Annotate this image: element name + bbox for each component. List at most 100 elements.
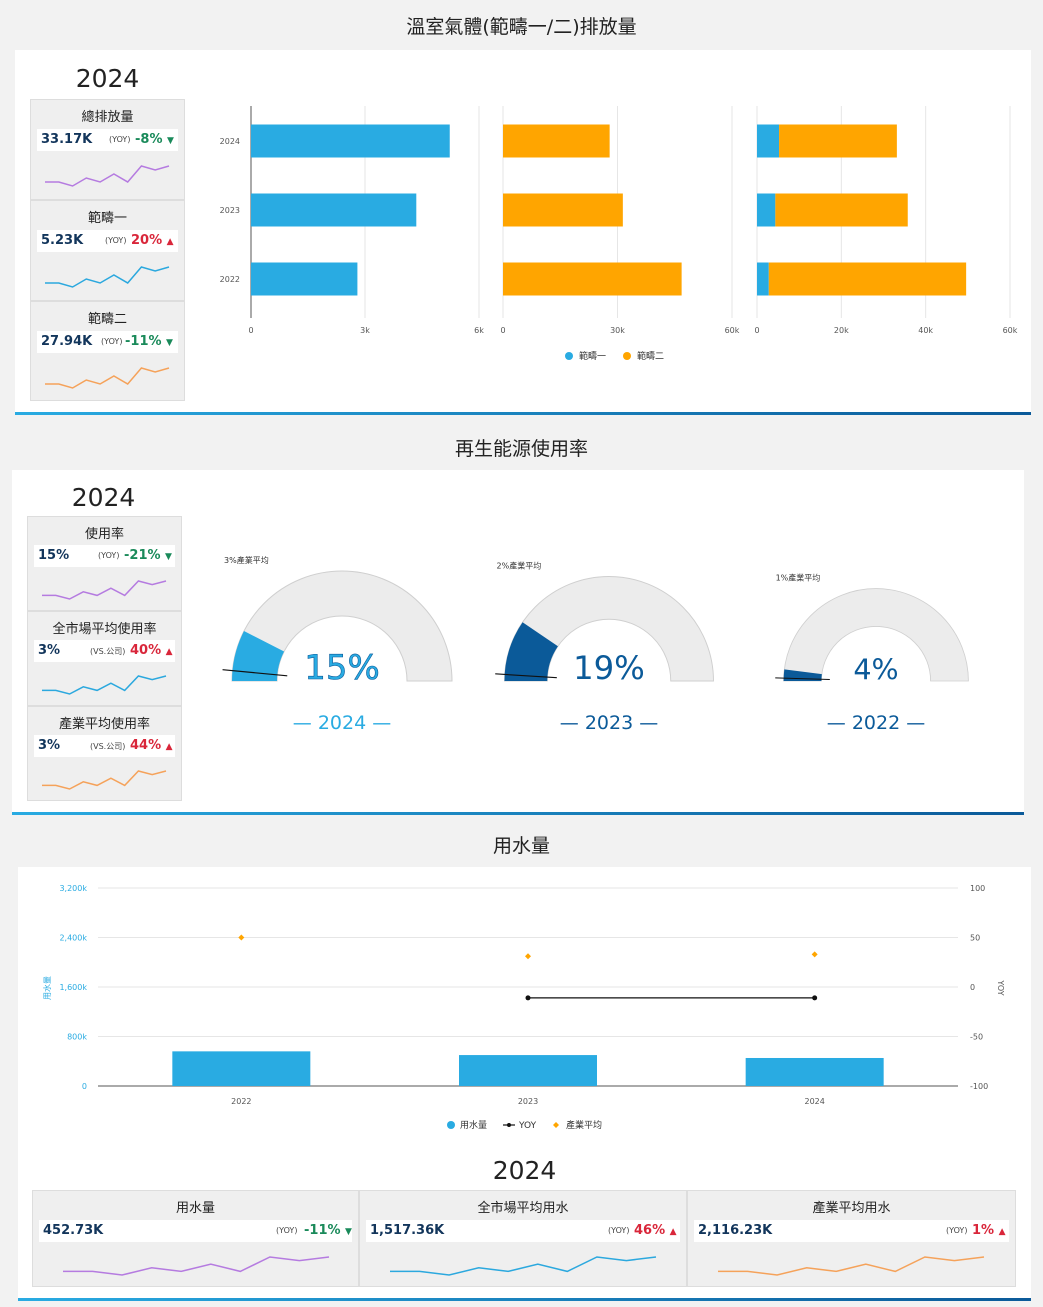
- arrow-up-icon: ▲: [166, 237, 174, 247]
- gauge-reference-label: 2%產業平均: [497, 561, 542, 571]
- renew-year: 2024: [71, 483, 136, 512]
- kpi-label: 全市場平均使用率: [52, 622, 157, 637]
- kpi-card-market-average-water: 全市場平均用水 1,517.36K (YOY) 46% ▲: [359, 1190, 687, 1287]
- kpi-card-scope2: 範疇二 27.94K (YOY) -11% ▼: [30, 301, 185, 401]
- kpi-change: 46% ▲: [634, 1223, 677, 1238]
- gauge-value-label: 19%: [573, 649, 645, 687]
- kpi-card-industry-average-water: 產業平均用水 2,116.23K (YOY) 1% ▲: [687, 1190, 1016, 1287]
- yoy-point: [525, 995, 531, 1001]
- legend-swatch-industry-average: [553, 1122, 559, 1128]
- gauge-2024: 15%: [222, 570, 453, 688]
- industry-average-point: [811, 951, 818, 958]
- y2-tick-label: 50: [970, 934, 980, 943]
- kpi-value: 2,116.23K: [698, 1223, 773, 1238]
- industry-average-point: [238, 934, 245, 941]
- kpi-card-usage-rate: 使用率 15% (YOY) -21% ▼: [27, 516, 182, 611]
- sparkline-path: [63, 1256, 330, 1276]
- sparkline-path: [718, 1256, 985, 1276]
- kpi-label: 用水量: [175, 1201, 215, 1216]
- water-combo-chart: 0 800k 1,600k 2,400k 3,200k -100 -50 0 50 100 20…: [42, 884, 1005, 1131]
- kpi-card-water-usage: 用水量 452.73K (YOY) -11% ▼: [32, 1190, 359, 1287]
- arrow-up-icon: ▲: [165, 742, 173, 752]
- renew-section-title: 再生能源使用率: [454, 438, 588, 460]
- kpi-compare-tag: (YOY): [98, 551, 120, 560]
- kpi-compare-tag: (VS.公司): [90, 742, 126, 751]
- kpi-change: -11% ▼: [125, 334, 173, 349]
- kpi-value: 33.17K: [41, 132, 93, 147]
- kpi-label: 使用率: [84, 527, 124, 542]
- kpi-change-value: -11%: [125, 334, 162, 349]
- kpi-change-value: 20%: [131, 233, 163, 248]
- y-tick-label: 800k: [67, 1033, 87, 1042]
- kpi-label: 全市場平均用水: [477, 1201, 569, 1216]
- bar-2022-範疇一: [251, 262, 358, 296]
- bar-2023-範疇一: [757, 193, 776, 227]
- legend-label-scope2: 範疇二: [637, 350, 664, 362]
- gauge-reference-marker: [222, 669, 288, 677]
- kpi-change: -8% ▼: [135, 132, 174, 147]
- arrow-down-icon: ▼: [165, 552, 172, 562]
- kpi-compare-tag: (YOY): [105, 236, 127, 245]
- water-year: 2024: [492, 1156, 557, 1185]
- ghg-legend: 範疇一 範疇二: [565, 350, 664, 362]
- x-tick-label: 6k: [474, 326, 484, 335]
- category-label-2022: 2022: [220, 275, 240, 284]
- kpi-value-row: 2,116.23K (YOY) 1% ▲: [694, 1220, 1009, 1242]
- kpi-label: 產業平均使用率: [58, 717, 150, 732]
- kpi-value: 3%: [38, 643, 61, 658]
- kpi-label: 範疇一: [87, 211, 127, 226]
- x-tick-label: 30k: [610, 326, 625, 335]
- sparkline: [45, 165, 170, 187]
- section-divider: [18, 1298, 1031, 1301]
- legend-swatch-water: [447, 1121, 455, 1129]
- kpi-value: 452.73K: [43, 1223, 104, 1238]
- y2-tick-label: 0: [970, 983, 975, 992]
- sparkline: [42, 580, 167, 600]
- renewable-gauges: 15% 3%產業平均 — 2024 — 19% 2%產業平均 — 2023 — 4% 1%產業…: [222, 555, 969, 734]
- legend-label-water: 用水量: [460, 1119, 487, 1131]
- water-industry-average-points: [238, 934, 818, 960]
- gauge-fill: [232, 631, 285, 681]
- gauge-year-label: — 2023 —: [560, 712, 658, 734]
- kpi-change-value: -11%: [304, 1223, 341, 1238]
- kpi-change-value: 46%: [634, 1223, 666, 1238]
- gauge-year-label: — 2024 —: [293, 712, 391, 734]
- arrow-down-icon: ▼: [167, 136, 174, 146]
- sparkline-path: [42, 675, 167, 695]
- kpi-change-value: 40%: [130, 643, 162, 658]
- kpi-label: 總排放量: [81, 110, 134, 125]
- kpi-change: 20% ▲: [131, 233, 174, 248]
- arrow-up-icon: ▲: [669, 1227, 677, 1237]
- kpi-compare-tag: (YOY): [101, 337, 123, 346]
- bar-2024-範疇一: [251, 124, 450, 158]
- bar-2022: [172, 1051, 311, 1086]
- bar-2022-範疇一: [757, 262, 769, 296]
- kpi-label: 產業平均用水: [812, 1201, 891, 1216]
- kpi-change-value: -21%: [124, 548, 161, 563]
- sparkline: [45, 367, 170, 389]
- gauge-value-label: 15%: [304, 648, 380, 688]
- bar-2023-範疇一: [251, 193, 417, 227]
- category-label-2023: 2023: [220, 206, 240, 215]
- legend-swatch-scope2: [623, 352, 631, 360]
- water-bars: [172, 1051, 884, 1086]
- arrow-down-icon: ▼: [166, 338, 173, 348]
- bar-2024-範疇二: [503, 124, 610, 158]
- sparkline-path: [42, 770, 167, 790]
- sparkline: [718, 1256, 985, 1276]
- kpi-value: 5.23K: [41, 233, 84, 248]
- gauge-reference-marker: [495, 673, 557, 679]
- x-tick-label: 40k: [918, 326, 933, 335]
- x-tick-label: 0: [248, 326, 253, 335]
- kpi-value-row: 27.94K (YOY) -11% ▼: [37, 331, 178, 353]
- legend-label-yoy: YOY: [518, 1121, 537, 1131]
- water-legend: 用水量 YOY 產業平均: [447, 1119, 602, 1131]
- gauge-value-label: 4%: [853, 652, 898, 686]
- kpi-change: 40% ▲: [130, 643, 173, 658]
- water-yoy-line: [525, 995, 818, 1001]
- kpi-card-total-emission: 總排放量 33.17K (YOY) -8% ▼: [30, 99, 185, 200]
- bar-2024-範疇二: [779, 124, 897, 158]
- y-tick-label: 3,200k: [59, 884, 87, 893]
- bar-2023-範疇二: [775, 193, 908, 227]
- kpi-card-scope1: 範疇一 5.23K (YOY) 20% ▲: [30, 200, 185, 301]
